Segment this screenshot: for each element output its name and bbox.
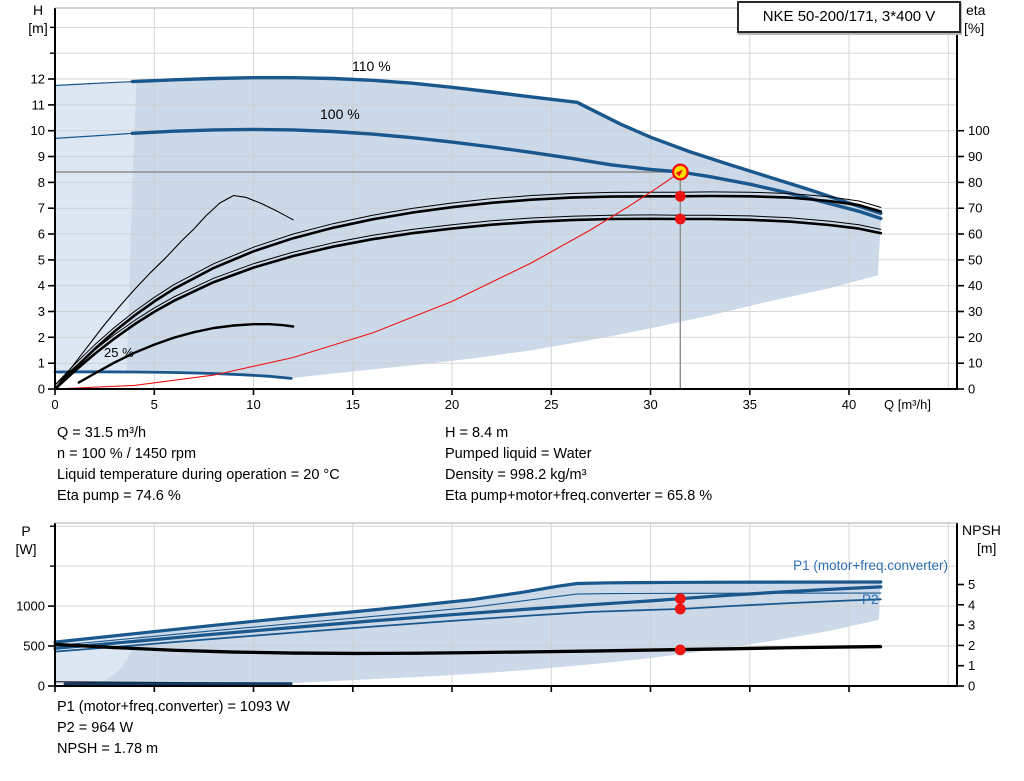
eta-axis-label: eta xyxy=(966,2,986,18)
svg-text:0: 0 xyxy=(38,382,45,397)
svg-text:15: 15 xyxy=(346,397,360,412)
info-eta-total: Eta pump+motor+freq.converter = 65.8 % xyxy=(445,488,713,504)
svg-text:1000: 1000 xyxy=(16,599,45,614)
svg-text:1: 1 xyxy=(38,356,45,371)
eta-pump-tolerance xyxy=(54,191,882,386)
svg-text:6: 6 xyxy=(38,227,45,242)
svg-text:12: 12 xyxy=(31,72,45,87)
pump-title-box: NKE 50-200/171, 3*400 V xyxy=(737,1,961,33)
eta-total-curve xyxy=(53,217,883,391)
svg-text:5: 5 xyxy=(151,397,158,412)
svg-text:3: 3 xyxy=(38,304,45,319)
svg-text:0: 0 xyxy=(968,679,975,694)
svg-text:2: 2 xyxy=(968,638,975,653)
eta-axis-unit: [%] xyxy=(964,20,985,36)
result-npsh: NPSH = 1.78 m xyxy=(57,741,159,757)
info-liquid: Pumped liquid = Water xyxy=(445,446,592,462)
info-n: n = 100 % / 1450 rpm xyxy=(57,446,197,462)
eta-pump-point xyxy=(674,190,686,202)
envelope-dark xyxy=(126,77,881,379)
duty-reference-lines xyxy=(55,171,681,389)
svg-text:30: 30 xyxy=(968,304,982,319)
svg-text:50: 50 xyxy=(968,252,982,267)
svg-text:3: 3 xyxy=(968,618,975,633)
h-axis-unit: [m] xyxy=(28,20,48,36)
svg-text:40: 40 xyxy=(968,278,982,293)
npsh-curve xyxy=(53,643,883,656)
info-eta-pump: Eta pump = 74.6 % xyxy=(57,488,181,504)
p2-110-curve xyxy=(54,592,882,647)
npsh-axis-label: NPSH xyxy=(962,522,1001,538)
svg-text:7: 7 xyxy=(38,201,45,216)
svg-text:90: 90 xyxy=(968,149,982,164)
p1-curve-label: P1 (motor+freq.converter) xyxy=(793,558,948,573)
npsh-axis-unit: [m] xyxy=(977,540,997,556)
p1-110-curve xyxy=(53,580,883,644)
power-npsh-chart-grid xyxy=(55,523,957,686)
p1-point xyxy=(674,593,686,605)
svg-text:4: 4 xyxy=(968,597,975,612)
svg-text:0: 0 xyxy=(38,679,45,694)
svg-text:25: 25 xyxy=(544,397,558,412)
system-curve xyxy=(54,171,681,390)
p2-curve-label: P2 xyxy=(862,592,879,607)
p-axis-label: P xyxy=(21,523,31,539)
svg-text:80: 80 xyxy=(968,175,982,190)
eta-total-point xyxy=(674,213,686,225)
qh-curve-25 xyxy=(53,370,293,380)
p2-100-curve xyxy=(54,598,882,653)
result-p1: P1 (motor+freq.converter) = 1093 W xyxy=(57,699,290,715)
svg-text:30: 30 xyxy=(643,397,657,412)
svg-text:20: 20 xyxy=(968,330,982,345)
speed-label-110: 110 % xyxy=(352,58,391,74)
svg-text:5: 5 xyxy=(968,577,975,592)
svg-text:10: 10 xyxy=(31,123,45,138)
svg-text:1: 1 xyxy=(968,658,975,673)
svg-text:0: 0 xyxy=(968,382,975,397)
duty-arrow-icon xyxy=(675,169,683,177)
svg-text:10: 10 xyxy=(246,397,260,412)
svg-text:100: 100 xyxy=(968,123,990,138)
eta-pump-curve xyxy=(53,194,883,391)
svg-text:5: 5 xyxy=(38,252,45,267)
info-temp: Liquid temperature during operation = 20… xyxy=(57,467,340,483)
svg-text:2: 2 xyxy=(38,330,45,345)
result-p2: P2 = 964 W xyxy=(57,720,134,736)
svg-text:35: 35 xyxy=(743,397,757,412)
qh-110-lead xyxy=(54,81,133,87)
svg-text:40: 40 xyxy=(842,397,856,412)
eta-pump-25-curve xyxy=(54,194,294,390)
svg-text:0: 0 xyxy=(51,397,58,412)
svg-text:10: 10 xyxy=(968,356,982,371)
svg-text:4: 4 xyxy=(38,278,45,293)
eta-total-25-curve xyxy=(77,323,295,384)
q-axis-label: Q [m³/h] xyxy=(884,397,931,412)
svg-text:11: 11 xyxy=(32,97,46,112)
svg-text:9: 9 xyxy=(38,149,45,164)
speed-label-100: 100 % xyxy=(320,106,360,122)
qh-100-lead xyxy=(54,132,133,139)
speed-label-25: 25 % xyxy=(104,345,134,360)
npsh-point xyxy=(674,644,686,656)
info-h: H = 8.4 m xyxy=(445,425,509,441)
svg-text:70: 70 xyxy=(968,201,982,216)
p-axis-unit: [W] xyxy=(15,541,37,557)
qh-curve-100 xyxy=(130,127,883,221)
h-axis-label: H xyxy=(32,2,44,18)
svg-text:8: 8 xyxy=(38,175,45,190)
qh-eta-chart-axes xyxy=(54,8,958,390)
info-q: Q = 31.5 m³/h xyxy=(57,425,147,441)
p2-point xyxy=(674,603,686,615)
info-density: Density = 998.2 kg/m³ xyxy=(445,467,587,483)
power-npsh-chart-ticks: 0 500 1000 0 1 2 3 4 5 xyxy=(16,525,975,694)
svg-text:500: 500 xyxy=(23,639,45,654)
p1-100-curve xyxy=(53,585,883,650)
svg-text:20: 20 xyxy=(445,397,459,412)
qh-curve-110 xyxy=(130,76,883,216)
eta-total-tolerance xyxy=(54,214,882,386)
svg-text:60: 60 xyxy=(968,227,982,242)
